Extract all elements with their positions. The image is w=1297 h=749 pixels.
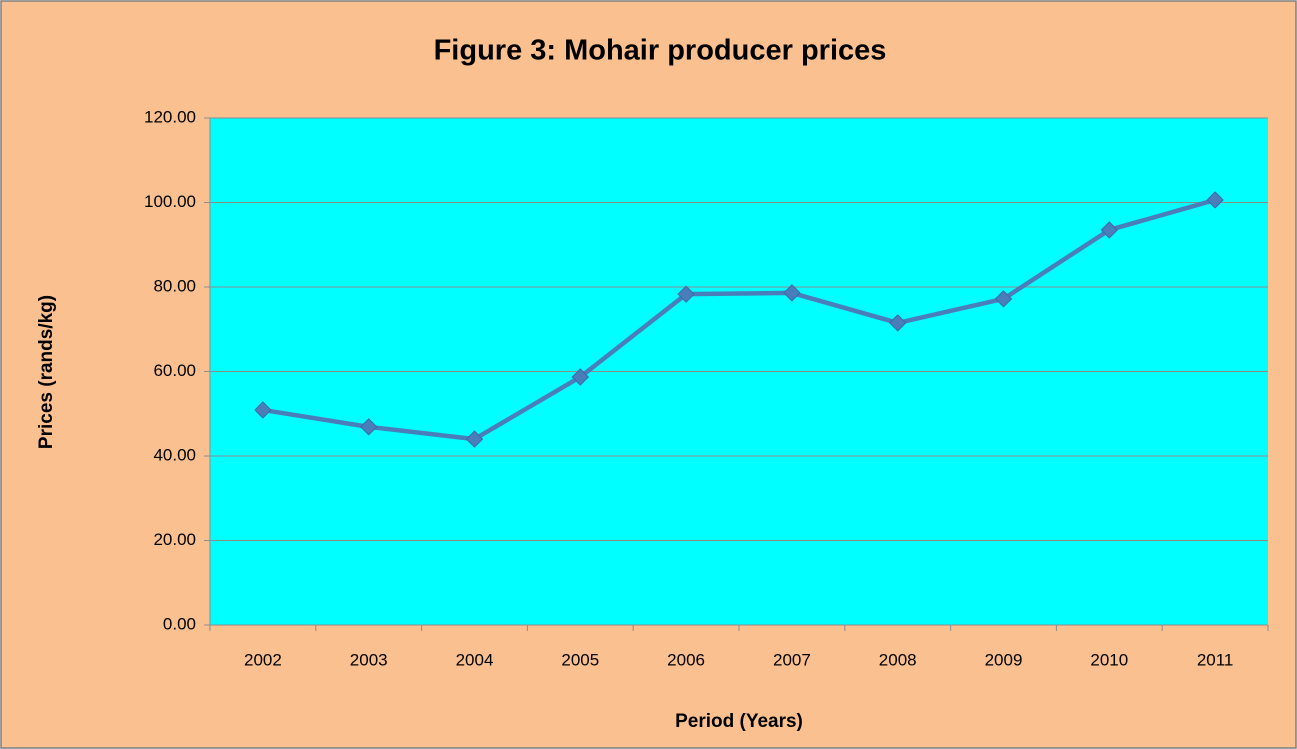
- data-point: [1100, 221, 1119, 239]
- data-point: [677, 285, 695, 303]
- data-point: [783, 284, 801, 302]
- y-tick-label: 60.00: [153, 361, 196, 380]
- x-tick-label: 2002: [244, 650, 282, 669]
- data-point: [359, 418, 378, 436]
- x-tick-label: 2011: [1197, 650, 1234, 669]
- x-axis-label: Period (Years): [675, 711, 803, 732]
- x-tick-label: 2008: [879, 650, 917, 669]
- y-tick-label: 80.00: [153, 276, 196, 295]
- chart-title: Figure 3: Mohair producer prices: [434, 35, 887, 67]
- x-tick-label: 2006: [667, 650, 705, 669]
- y-axis-label: Prices (rands/kg): [36, 295, 57, 449]
- x-tick-label: 2010: [1090, 650, 1128, 669]
- y-tick-label: 120.00: [144, 107, 196, 126]
- data-point: [1206, 191, 1224, 209]
- x-tick-label: 2005: [561, 650, 599, 669]
- data-point: [254, 401, 272, 419]
- x-tick-label: 2009: [985, 650, 1023, 669]
- y-tick-label: 100.00: [144, 192, 196, 211]
- x-tick-label: 2007: [773, 650, 811, 669]
- y-tick-label: 20.00: [153, 530, 196, 549]
- data-point: [465, 430, 484, 448]
- series-line: [262, 197, 1216, 442]
- data-point: [571, 368, 590, 386]
- x-tick-label: 2003: [350, 650, 388, 669]
- y-tick-label: 0.00: [163, 614, 196, 633]
- data-point: [888, 314, 907, 332]
- data-point: [994, 290, 1013, 308]
- y-tick-label: 40.00: [153, 445, 196, 464]
- x-tick-label: 2004: [456, 650, 494, 669]
